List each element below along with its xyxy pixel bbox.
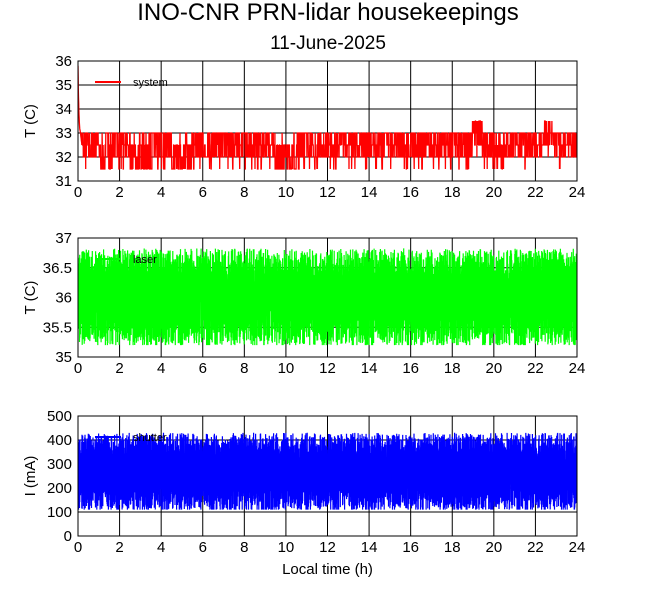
x-tick-label: 22 [527, 360, 544, 377]
x-tick-label: 2 [115, 360, 123, 377]
y-tick-label: 35 [55, 349, 72, 366]
y-tick-label: 300 [47, 456, 72, 473]
y-tick-label: 36 [55, 290, 72, 307]
x-tick-label: 20 [485, 539, 502, 556]
chart-subtitle: 11-June-2025 [270, 33, 386, 54]
x-tick-label: 8 [240, 539, 248, 556]
x-tick-label: 8 [240, 184, 248, 201]
x-tick-label: 0 [74, 360, 82, 377]
x-tick-label: 20 [485, 360, 502, 377]
y-tick-label: 36 [55, 53, 72, 70]
x-tick-label: 4 [157, 184, 165, 201]
x-tick-label: 18 [444, 360, 461, 377]
y-tick-label: 32 [55, 149, 72, 166]
y-tick-label: 200 [47, 480, 72, 497]
x-tick-label: 6 [199, 539, 207, 556]
x-tick-label: 0 [74, 184, 82, 201]
x-tick-label: 16 [402, 360, 419, 377]
series-line-laser [78, 248, 577, 346]
x-tick-label: 2 [115, 184, 123, 201]
y-tick-label: 0 [64, 528, 72, 545]
x-tick-label: 4 [157, 360, 165, 377]
x-tick-label: 12 [319, 360, 336, 377]
x-tick-label: 22 [527, 539, 544, 556]
y-tick-label: 31 [55, 173, 72, 190]
y-tick-label: 33 [55, 125, 72, 142]
x-tick-label: 14 [361, 184, 378, 201]
series-line-system [78, 65, 577, 170]
x-tick-label: 8 [240, 360, 248, 377]
plot-frame [77, 60, 578, 182]
legend-label-laser: laser [133, 254, 157, 266]
x-tick-label: 16 [402, 184, 419, 201]
x-tick-label: 18 [444, 184, 461, 201]
legend-label-system: system [133, 77, 168, 89]
x-tick-label: 6 [199, 184, 207, 201]
x-tick-label: 10 [278, 539, 295, 556]
y-tick-label: 36.5 [43, 260, 72, 277]
x-tick-label: 2 [115, 539, 123, 556]
y-tick-label: 35.5 [43, 319, 72, 336]
x-axis-label: Local time (h) [282, 561, 373, 578]
x-tick-label: 12 [319, 184, 336, 201]
x-tick-label: 14 [361, 539, 378, 556]
x-tick-label: 4 [157, 539, 165, 556]
x-tick-label: 20 [485, 184, 502, 201]
y-axis-label: I (mA) [22, 456, 39, 497]
plot-frame [77, 415, 578, 537]
y-axis-label: T (C) [22, 281, 39, 315]
x-tick-label: 10 [278, 360, 295, 377]
x-tick-label: 24 [569, 539, 586, 556]
x-tick-label: 14 [361, 360, 378, 377]
x-tick-label: 16 [402, 539, 419, 556]
legend-label-shutter: shutter [133, 432, 167, 444]
chart-title: INO-CNR PRN-lidar housekeepings [137, 0, 518, 26]
y-tick-label: 400 [47, 432, 72, 449]
y-axis-label: T (C) [22, 104, 39, 138]
x-tick-label: 18 [444, 539, 461, 556]
x-tick-label: 12 [319, 539, 336, 556]
y-tick-label: 35 [55, 77, 72, 94]
series-group [78, 65, 577, 170]
y-tick-label: 500 [47, 408, 72, 425]
y-tick-label: 37 [55, 230, 72, 247]
x-tick-label: 6 [199, 360, 207, 377]
x-tick-label: 0 [74, 539, 82, 556]
series-group [78, 248, 577, 346]
x-tick-label: 22 [527, 184, 544, 201]
y-tick-label: 34 [55, 101, 72, 118]
x-tick-label: 24 [569, 184, 586, 201]
series-group [78, 432, 577, 510]
x-tick-label: 10 [278, 184, 295, 201]
plot-frame [77, 237, 578, 358]
y-tick-label: 100 [47, 504, 72, 521]
series-line-shutter [78, 432, 577, 510]
x-tick-label: 24 [569, 360, 586, 377]
